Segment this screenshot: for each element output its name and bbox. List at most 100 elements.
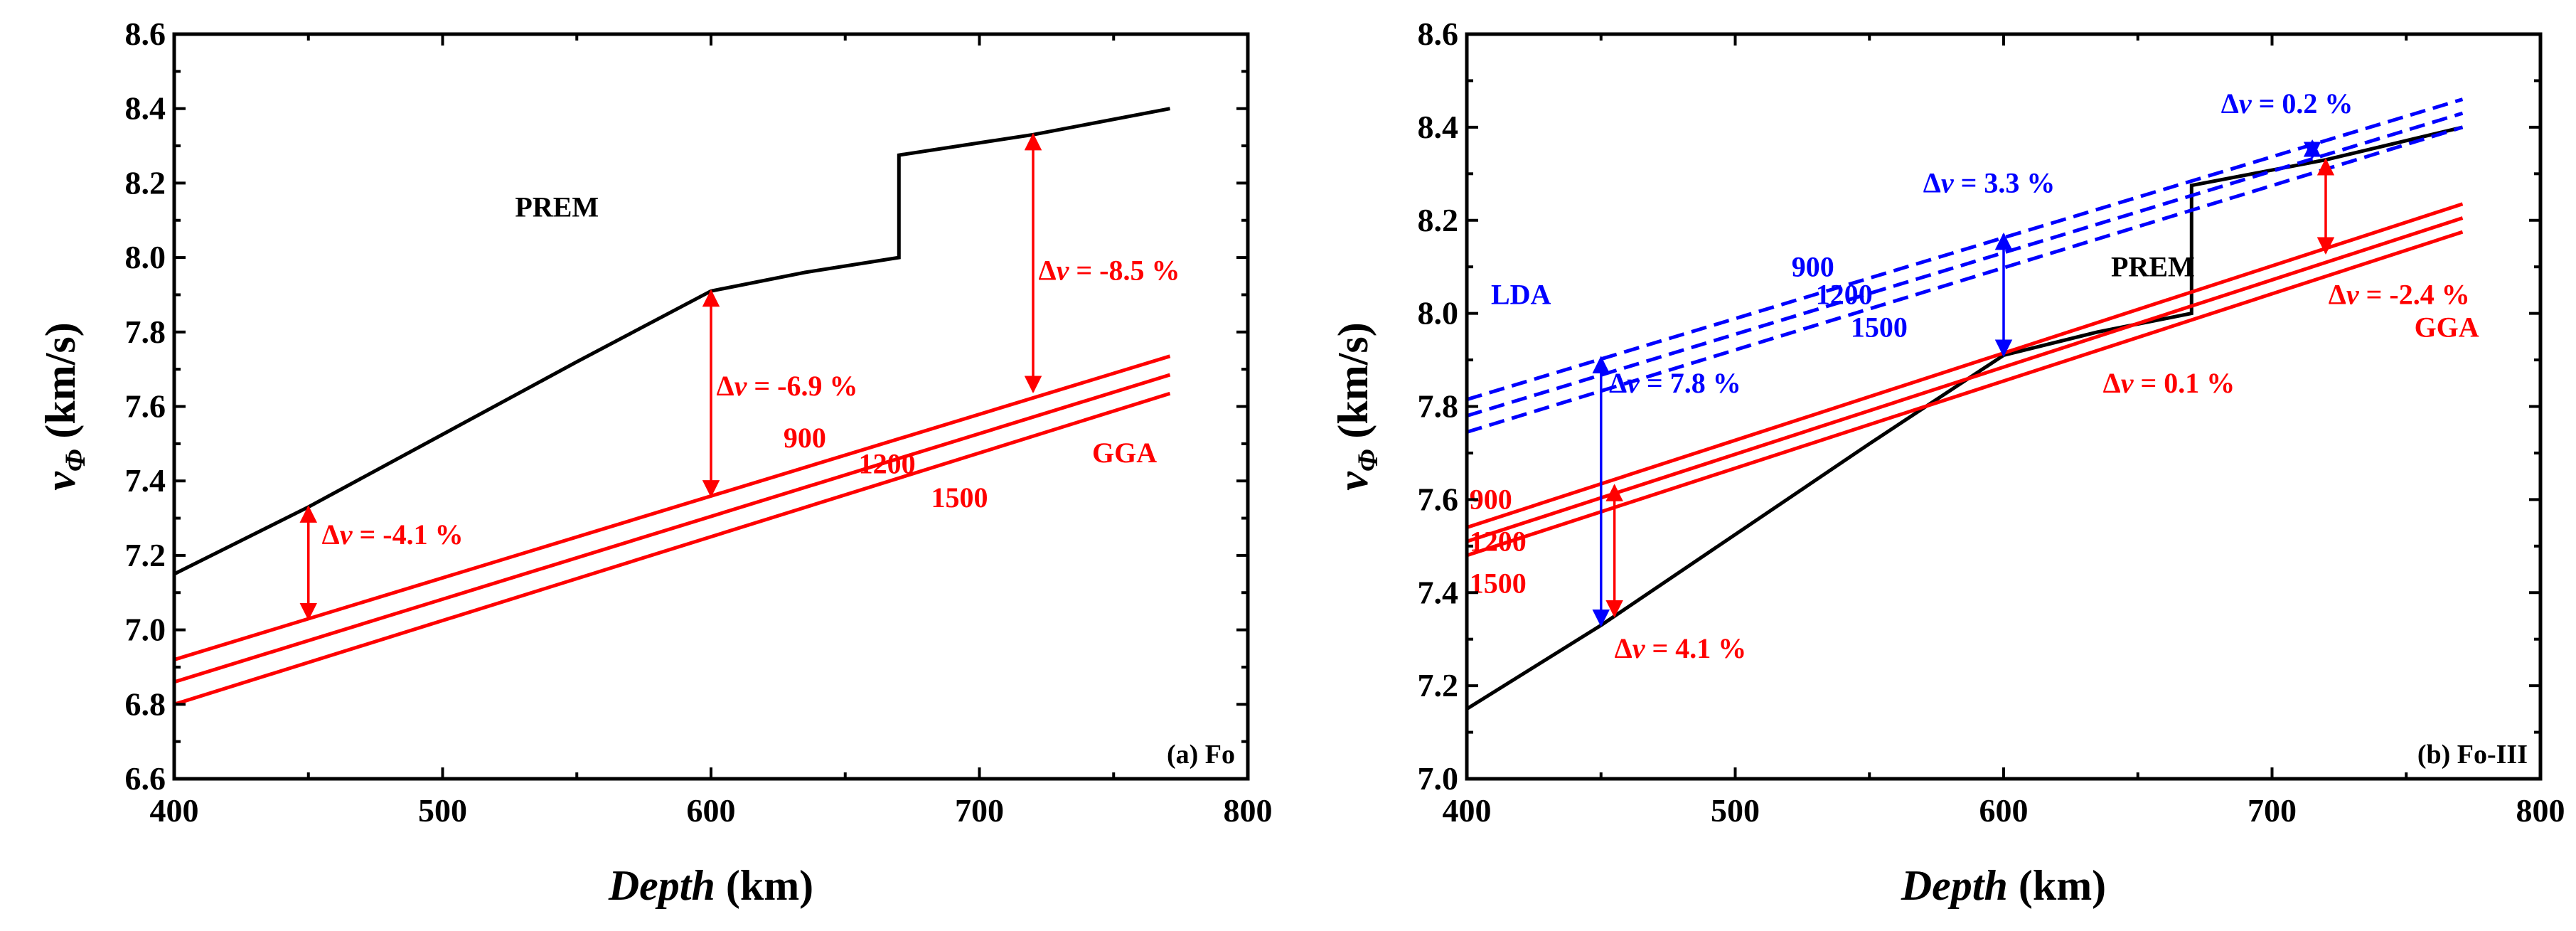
delta-label: Δv = 0.1 % (2103, 367, 2235, 399)
delta-symbol: Δ (1039, 255, 1057, 287)
annotation-text: 1200 (859, 448, 916, 480)
x-axis-title-unit: (km) (715, 862, 813, 909)
y-tick-label: 7.0 (125, 612, 166, 648)
y-tick-label: 7.8 (1418, 388, 1459, 425)
delta-value: = 0.1 % (2134, 367, 2235, 399)
y-tick-label: 7.2 (1418, 667, 1459, 703)
series-line-gga-1200 (1466, 216, 2464, 543)
annotation-text: 1500 (1470, 567, 1527, 599)
x-axis-title: Depth (km) (1901, 862, 2106, 909)
y-tick-label: 6.8 (125, 686, 166, 722)
delta-symbol: Δ (1615, 632, 1632, 664)
delta-label: Δv = -8.5 % (1039, 255, 1180, 287)
y-tick-label: 7.2 (125, 537, 166, 573)
delta-value: = -4.1 % (352, 518, 463, 550)
x-axis-title-unit: (km) (2008, 862, 2106, 909)
y-tick-label: 7.0 (1418, 760, 1459, 797)
y-tick-label: 8.4 (125, 90, 166, 127)
delta-var: v (340, 518, 353, 550)
delta-value: = 4.1 % (1645, 632, 1746, 664)
delta-value: = 3.3 % (1954, 166, 2056, 198)
x-tick-label: 700 (955, 792, 1004, 829)
delta-value: = -6.9 % (747, 370, 857, 402)
annotation-text: LDA (1491, 279, 1551, 311)
series-line-gga-1200 (173, 373, 1171, 684)
series-line-gga-1500 (173, 391, 1171, 706)
x-tick-label: 800 (2516, 792, 2565, 829)
x-tick-label: 800 (1224, 792, 1273, 829)
annotation-text: 900 (1792, 250, 1834, 282)
panel-label: (a) Fo (1167, 740, 1235, 770)
y-tick-label: 8.0 (1418, 295, 1459, 331)
delta-label: Δv = 0.2 % (2221, 87, 2353, 119)
y-axis-title-unit: (km/s) (1330, 322, 1377, 449)
delta-var: v (734, 370, 748, 402)
delta-var: v (1627, 367, 1640, 399)
annotation-text: 1500 (931, 482, 988, 514)
y-tick-label: 8.6 (125, 16, 166, 52)
x-tick-label: 400 (1443, 792, 1492, 829)
x-tick-label: 500 (418, 792, 467, 829)
y-axis-title-symbol: v (37, 471, 84, 491)
delta-label: Δv = 3.3 % (1923, 166, 2056, 198)
delta-var: v (1632, 632, 1646, 664)
x-tick-label: 400 (150, 792, 199, 829)
y-tick-label: 7.4 (1418, 574, 1459, 610)
series-line-gga-900 (1466, 202, 2464, 529)
series-line-lda-900 (1466, 97, 2464, 402)
y-tick-label: 8.0 (125, 239, 166, 275)
delta-var: v (1057, 255, 1070, 287)
y-tick-label: 8.2 (1418, 202, 1459, 238)
y-tick-label: 6.6 (125, 760, 166, 797)
x-tick-label: 700 (2248, 792, 2297, 829)
y-axis-title-symbol: v (1330, 471, 1377, 491)
delta-value: = -2.4 % (2359, 279, 2470, 311)
delta-value: = -8.5 % (1069, 255, 1180, 287)
delta-label: Δv = -4.1 % (322, 518, 464, 550)
y-tick-label: 8.6 (1418, 16, 1459, 52)
x-axis-title: Depth (km) (608, 862, 813, 909)
delta-var: v (1941, 166, 1955, 198)
panel-b: Δv = 7.8 %Δv = 4.1 %Δv = 3.3 %Δv = 0.2 %… (1330, 16, 2565, 909)
y-axis-title-subscript: Φ (59, 449, 91, 472)
annotation-text: GGA (2415, 311, 2479, 343)
y-tick-label: 7.6 (1418, 481, 1459, 517)
delta-var: v (2239, 87, 2252, 119)
annotation-text: GGA (1092, 437, 1157, 469)
annotation-text: 1500 (1851, 311, 1908, 343)
annotation-text: 1200 (1816, 279, 1873, 311)
panel-label: (b) Fo-III (2417, 740, 2528, 770)
x-tick-label: 500 (1711, 792, 1760, 829)
delta-symbol: Δ (717, 370, 734, 402)
delta-label: Δv = 7.8 % (1609, 367, 1741, 399)
series-line-lda-1500 (1466, 125, 2464, 434)
series-line-lda-1200 (1466, 111, 2464, 417)
annotation-text: 900 (784, 422, 826, 454)
delta-label: Δv = -2.4 % (2329, 279, 2470, 311)
delta-var: v (2346, 279, 2360, 311)
y-tick-label: 7.4 (125, 462, 166, 499)
y-axis-title-unit: (km/s) (37, 322, 84, 449)
y-tick-label: 7.6 (125, 388, 166, 425)
x-tick-label: 600 (687, 792, 736, 829)
annotation-text: PREM (515, 191, 599, 223)
series-line-prem (173, 107, 1170, 576)
delta-symbol: Δ (2221, 87, 2239, 119)
delta-symbol: Δ (1923, 166, 1941, 198)
x-tick-label: 600 (1979, 792, 2029, 829)
y-axis-title-subscript: Φ (1352, 449, 1384, 472)
y-axis-title: vΦ (km/s) (37, 322, 91, 491)
delta-symbol: Δ (1609, 367, 1627, 399)
series-line-gga-1500 (1466, 230, 2464, 558)
panel-a: Δv = -4.1 %Δv = -6.9 %Δv = -8.5 %PREMGGA… (37, 16, 1273, 909)
delta-symbol: Δ (322, 518, 340, 550)
y-axis-title: vΦ (km/s) (1330, 322, 1384, 491)
delta-symbol: Δ (2103, 367, 2121, 399)
delta-label: Δv = -6.9 % (717, 370, 858, 402)
x-axis-title-italic: Depth (608, 862, 715, 909)
series-line-gga-900 (173, 354, 1171, 661)
y-tick-label: 7.8 (125, 314, 166, 350)
y-tick-label: 8.4 (1418, 109, 1459, 145)
y-tick-label: 8.2 (125, 164, 166, 201)
